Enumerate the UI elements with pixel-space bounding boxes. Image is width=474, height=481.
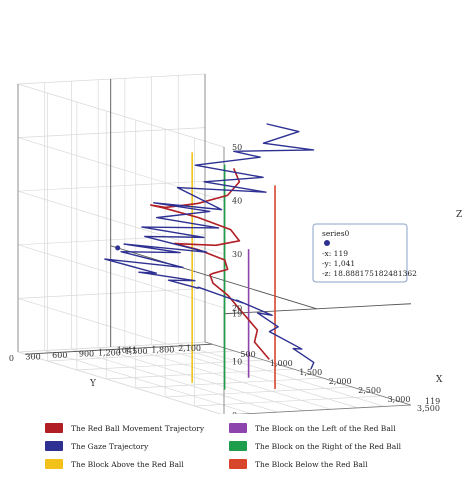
legend-label: The Block Above the Red Ball [71, 459, 184, 469]
z-tick-label: 20 [232, 304, 242, 313]
wall-grid-line [17, 137, 225, 201]
tooltip-box [312, 223, 408, 283]
legend-swatch [45, 423, 63, 433]
box-edge [235, 404, 412, 414]
z-axis-title: Z [456, 210, 462, 220]
x-tick-label: 500 [240, 350, 255, 359]
x-axis-title: X [436, 375, 443, 385]
legend-item-block-above[interactable]: The Block Above the Red Ball [45, 458, 184, 470]
wall-marker-line [24, 343, 213, 355]
legend-swatch [229, 423, 247, 433]
wall-grid-line [17, 127, 206, 138]
x-tick-label: 1,000 [270, 359, 293, 368]
x-tick-label: 2,500 [358, 386, 381, 395]
y-axis-title: Y [89, 379, 97, 389]
y-tick-label: 300 [25, 353, 40, 362]
z-tick-label: 10 [232, 357, 242, 366]
legend-item-red-ball[interactable]: The Red Ball Movement Trajectory [45, 422, 204, 434]
floor-grid-line [135, 377, 323, 389]
wall-grid-line [17, 341, 206, 353]
grid-lines [17, 73, 412, 414]
floor-grid-line [76, 359, 264, 371]
wall-grid-line [17, 244, 225, 309]
floor-grid-line [71, 348, 278, 413]
legend-label: The Block on the Left of the Red Ball [255, 423, 396, 433]
wall-grid-line [17, 83, 225, 148]
z-tick-label: 50 [232, 143, 242, 152]
z-tick-label: 30 [232, 250, 242, 259]
legend-label: The Block on the Right of the Red Ball [255, 441, 402, 451]
wall-marker-line [223, 303, 412, 315]
wall-markers [24, 79, 412, 355]
box-edge [204, 341, 412, 406]
z-tick-label: 40 [232, 197, 242, 206]
y-tick-label: 1,800 [151, 345, 174, 354]
tooltip-marker [324, 240, 330, 246]
legend: The Red Ball Movement Trajectory The Gaz… [0, 414, 474, 481]
legend-item-block-below[interactable]: The Block Below the Red Ball [229, 458, 368, 470]
series-gaze-trajectory [104, 123, 315, 370]
floor-grid-line [124, 345, 331, 410]
tick-labels: 0 300 600 900 1,200 1,500 1,800 2,1005001,0001,… [9, 143, 440, 414]
floor-grid-line [47, 350, 235, 362]
floor-grid-line [165, 386, 353, 398]
data-series [104, 123, 315, 390]
floor-grid-line [194, 395, 382, 407]
y-tick-label: 600 [52, 351, 67, 360]
tooltip-title: series0 [322, 229, 350, 238]
wall-grid-line [17, 298, 225, 362]
tooltip-y: -y: 1,041 [322, 259, 355, 268]
y-tick-label: 900 [79, 350, 94, 359]
legend-item-gaze[interactable]: The Gaze Trajectory [45, 440, 148, 452]
x-tick-label: 3,000 [388, 395, 411, 404]
wall-grid-line [17, 351, 222, 414]
x-tick-label: 1,500 [299, 368, 322, 377]
legend-label: The Gaze Trajectory [71, 441, 149, 451]
legend-item-block-left[interactable]: The Block on the Left of the Red Ball [229, 422, 396, 434]
legend-swatch [229, 441, 247, 451]
legend-swatch [229, 459, 247, 469]
floor-grid-line [151, 344, 358, 409]
y-tick-label: 2,100 [178, 344, 201, 353]
tooltip-z: -z: 18.888175182481362 [322, 269, 417, 278]
floor-grid-line [106, 368, 294, 380]
legend-label: The Red Ball Movement Trajectory [71, 423, 205, 433]
y-tick-label: 1,200 [98, 348, 121, 357]
x-tick-label: 2,000 [329, 377, 352, 386]
wall-grid-line [17, 73, 206, 85]
floor-grid-line [98, 347, 305, 412]
legend-swatch [45, 441, 63, 451]
chart-3d-plot: 0 300 600 900 1,200 1,500 1,800 2,1005001,0001,… [9, 73, 462, 414]
wall-grid-line [17, 288, 206, 299]
x-marker-label: 119 [425, 397, 440, 406]
tooltip: series0 -x: 119 -y: 1,041 -z: 18.8881751… [312, 223, 417, 283]
legend-swatch [45, 459, 63, 469]
legend-item-block-right[interactable]: The Block on the Right of the Red Ball [229, 440, 401, 452]
wall-marker-line [110, 245, 317, 310]
highlighted-point[interactable] [115, 245, 121, 251]
z-tick-label: 0 [232, 411, 237, 414]
floor-grid-line [44, 350, 251, 414]
z-marker-label: 19 [232, 310, 242, 319]
y-tick-label: 0 [9, 354, 14, 363]
y-marker-label: 1041 [117, 346, 137, 355]
floor-grid-line [178, 343, 385, 407]
x-tick-label: 3,500 [417, 404, 440, 413]
tooltip-x: -x: 119 [322, 249, 348, 258]
y-tick-label: 1,500 [125, 347, 148, 356]
legend-label: The Block Below the Red Ball [255, 459, 368, 469]
wall-grid-line [17, 180, 206, 192]
